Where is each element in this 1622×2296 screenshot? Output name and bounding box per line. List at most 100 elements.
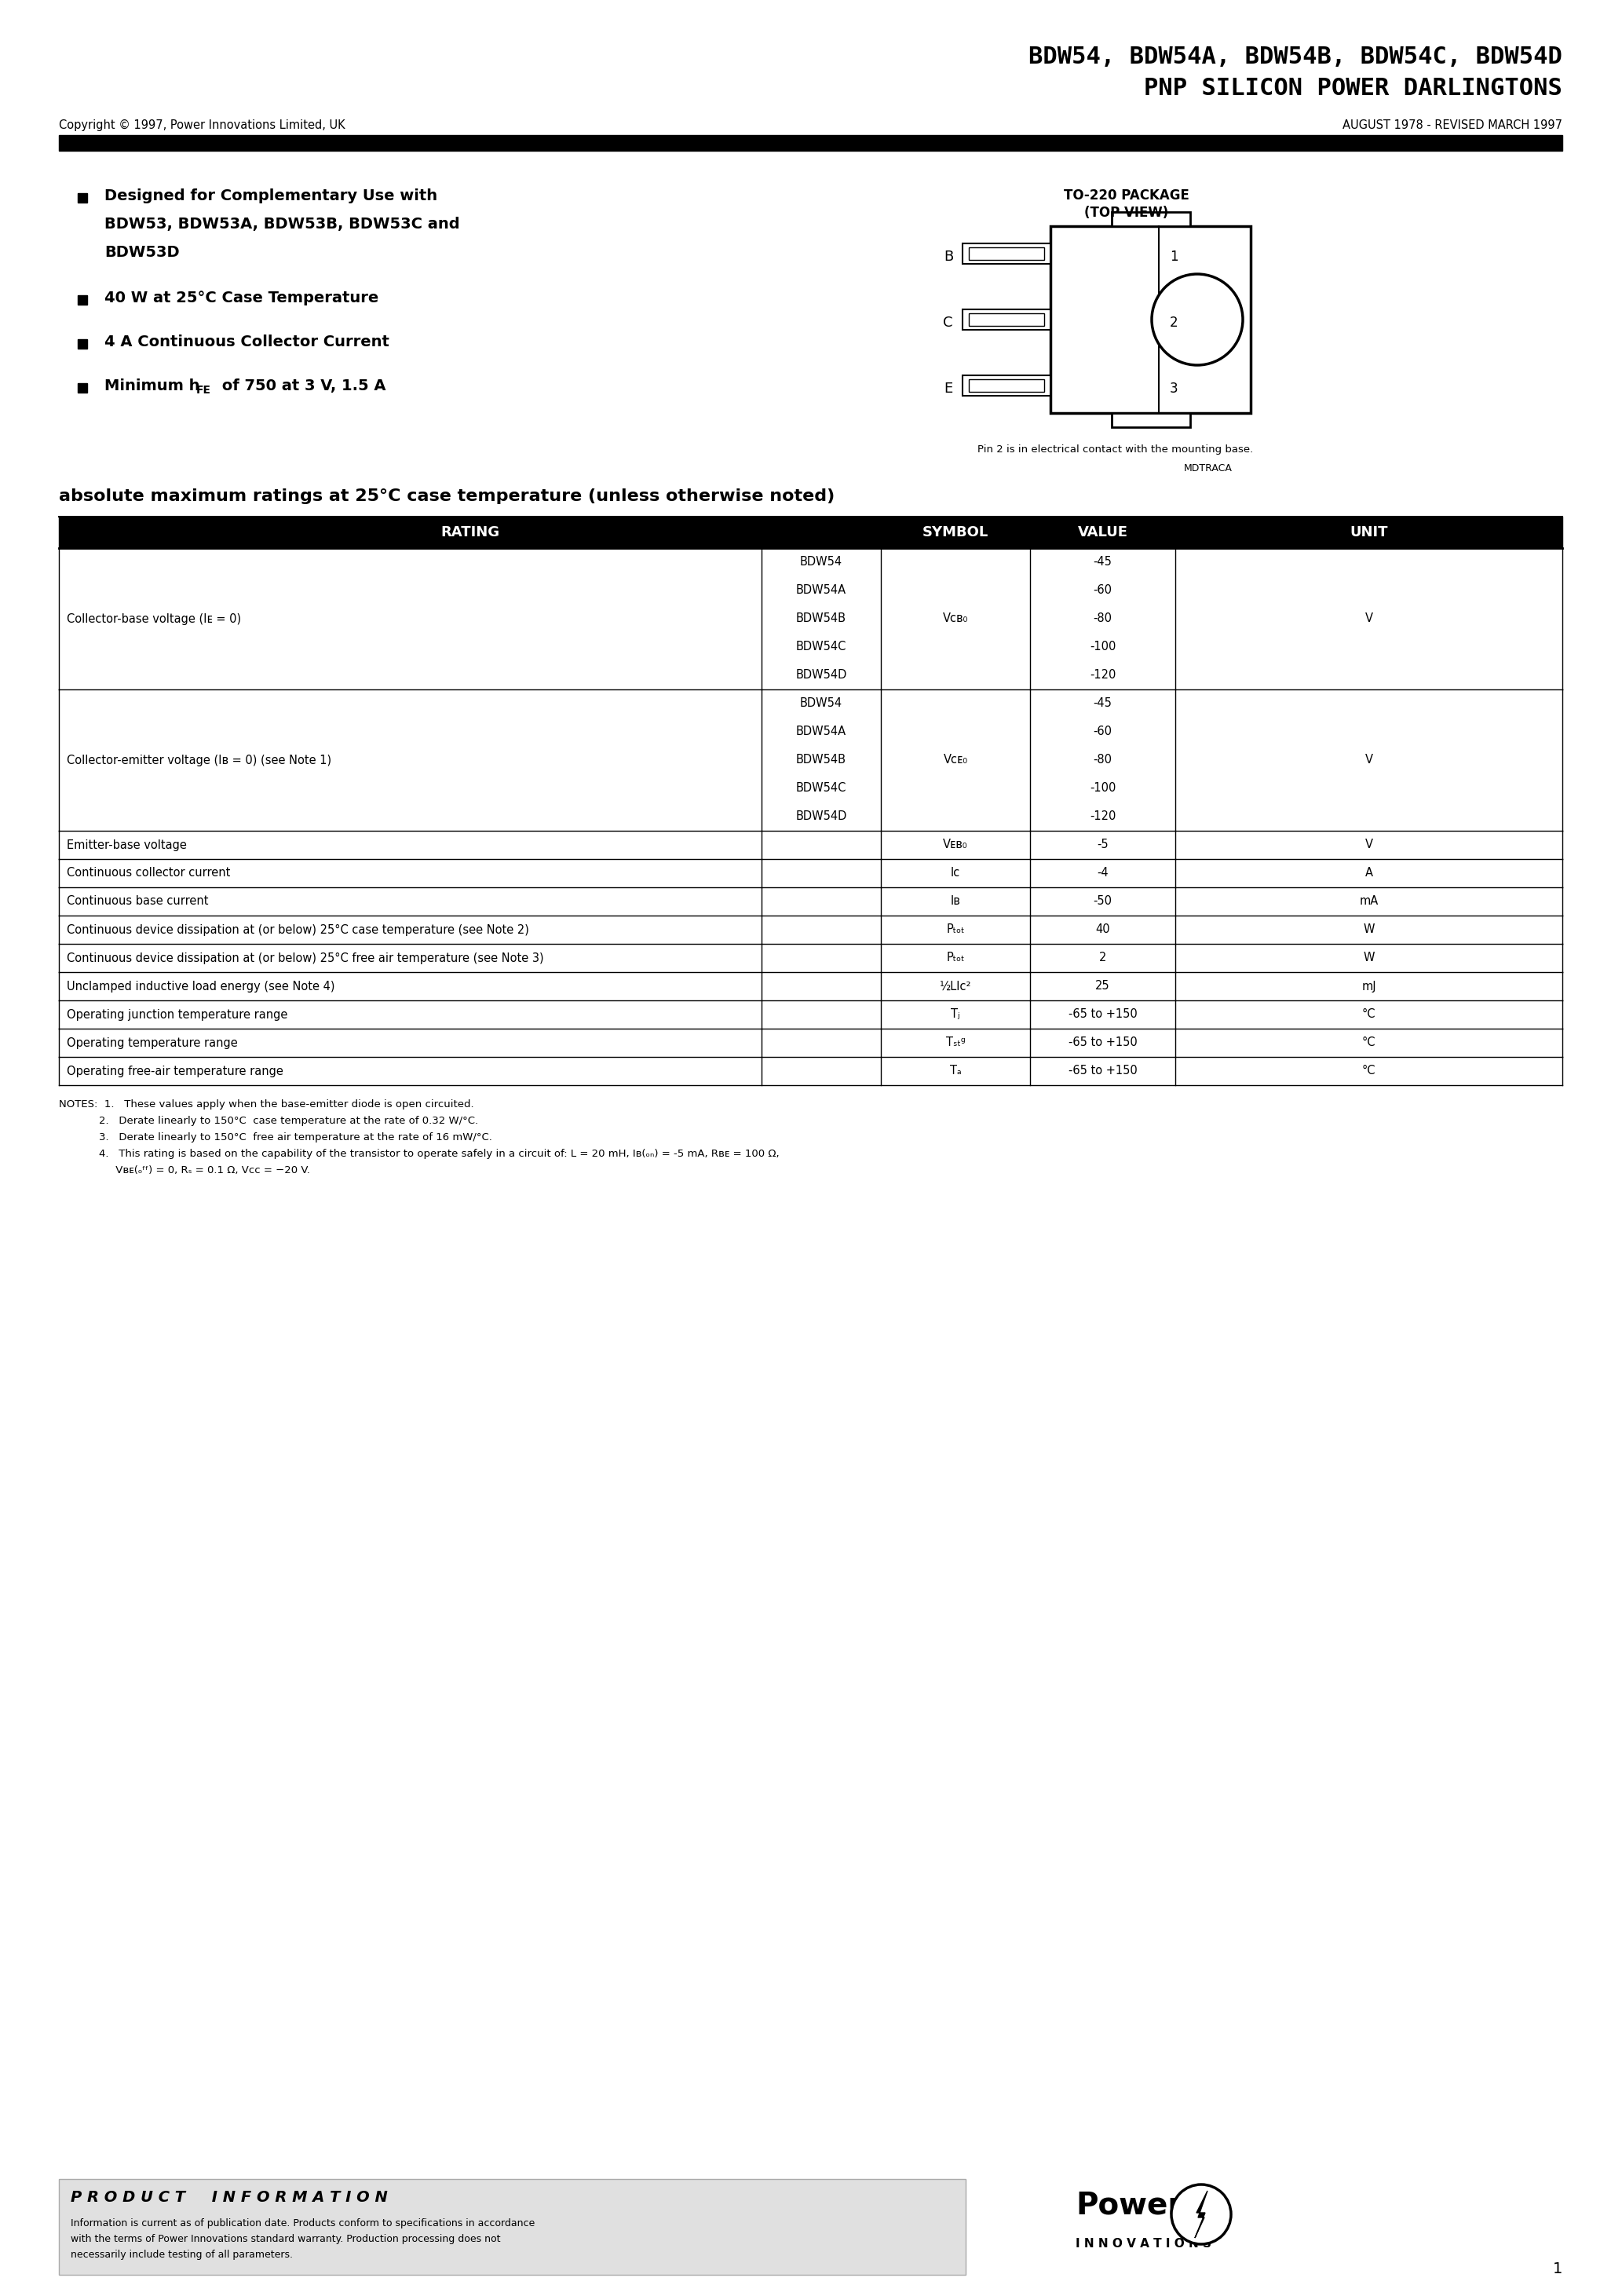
Text: C: C <box>944 315 954 331</box>
Bar <box>968 248 1045 259</box>
Text: -65 to +150: -65 to +150 <box>1069 1008 1137 1019</box>
Text: FE: FE <box>196 386 211 395</box>
Text: W: W <box>1362 923 1374 934</box>
Text: B: B <box>944 250 954 264</box>
Text: Vᴄᴇ₀: Vᴄᴇ₀ <box>944 753 968 767</box>
Text: V: V <box>1364 753 1372 767</box>
Circle shape <box>1152 273 1242 365</box>
Text: -65 to +150: -65 to +150 <box>1069 1065 1137 1077</box>
Text: Tₐ: Tₐ <box>950 1065 962 1077</box>
Text: BDW54: BDW54 <box>800 556 842 567</box>
Circle shape <box>1171 2183 1231 2243</box>
Text: MDTRACA: MDTRACA <box>1184 464 1233 473</box>
Text: UNIT: UNIT <box>1350 526 1388 540</box>
Text: Pₜₒₜ: Pₜₒₜ <box>946 923 965 934</box>
Text: BDW54D: BDW54D <box>795 810 847 822</box>
Text: Minimum h: Minimum h <box>104 379 200 393</box>
Bar <box>1051 225 1251 413</box>
Text: -65 to +150: -65 to +150 <box>1069 1038 1137 1049</box>
Text: -60: -60 <box>1093 585 1113 597</box>
Text: (TOP VIEW): (TOP VIEW) <box>1085 207 1169 220</box>
Text: -5: -5 <box>1096 838 1108 852</box>
Text: -50: -50 <box>1093 895 1113 907</box>
Text: BDW54: BDW54 <box>800 698 842 709</box>
Text: Iʙ: Iʙ <box>950 895 960 907</box>
Text: BDW54B: BDW54B <box>796 613 847 625</box>
Text: -80: -80 <box>1093 753 1113 767</box>
Text: 4.   This rating is based on the capability of the transistor to operate safely : 4. This rating is based on the capabilit… <box>58 1148 779 1159</box>
Text: mJ: mJ <box>1361 980 1375 992</box>
Text: 25: 25 <box>1095 980 1109 992</box>
Bar <box>1111 211 1191 225</box>
Bar <box>1111 413 1191 427</box>
Text: 40: 40 <box>1095 923 1109 934</box>
Bar <box>58 517 1562 549</box>
Polygon shape <box>1195 2190 1207 2239</box>
Text: Vᴇʙ₀: Vᴇʙ₀ <box>942 838 968 852</box>
Text: -4: -4 <box>1096 868 1108 879</box>
Text: mA: mA <box>1359 895 1379 907</box>
Text: AUGUST 1978 - REVISED MARCH 1997: AUGUST 1978 - REVISED MARCH 1997 <box>1343 119 1562 131</box>
Text: Power: Power <box>1075 2190 1182 2220</box>
Text: BDW54B: BDW54B <box>796 753 847 767</box>
Text: -45: -45 <box>1093 698 1113 709</box>
Text: Continuous device dissipation at (or below) 25°C free air temperature (see Note : Continuous device dissipation at (or bel… <box>67 953 543 964</box>
Text: VALUE: VALUE <box>1077 526 1127 540</box>
Text: Operating junction temperature range: Operating junction temperature range <box>67 1008 287 1019</box>
Text: BDW54D: BDW54D <box>795 670 847 682</box>
Text: 3: 3 <box>1169 381 1178 395</box>
Text: 4 A Continuous Collector Current: 4 A Continuous Collector Current <box>104 335 389 349</box>
Text: Continuous base current: Continuous base current <box>67 895 209 907</box>
Text: V: V <box>1364 838 1372 852</box>
Text: -80: -80 <box>1093 613 1113 625</box>
Bar <box>968 312 1045 326</box>
Text: -100: -100 <box>1090 641 1116 652</box>
Text: °C: °C <box>1362 1008 1375 1019</box>
Text: BDW54, BDW54A, BDW54B, BDW54C, BDW54D: BDW54, BDW54A, BDW54B, BDW54C, BDW54D <box>1028 46 1562 69</box>
Text: 2: 2 <box>1100 953 1106 964</box>
Text: SYMBOL: SYMBOL <box>923 526 988 540</box>
Text: Operating free-air temperature range: Operating free-air temperature range <box>67 1065 284 1077</box>
Text: Iᴄ: Iᴄ <box>950 868 960 879</box>
Text: 2: 2 <box>1169 315 1178 331</box>
Bar <box>58 135 1562 152</box>
Text: A: A <box>1364 868 1372 879</box>
Text: BDW54C: BDW54C <box>796 783 847 794</box>
Text: -45: -45 <box>1093 556 1113 567</box>
Text: BDW54A: BDW54A <box>796 585 847 597</box>
Text: ½LIᴄ²: ½LIᴄ² <box>939 980 972 992</box>
Text: with the terms of Power Innovations standard warranty. Production processing doe: with the terms of Power Innovations stan… <box>71 2234 501 2243</box>
Text: PNP SILICON POWER DARLINGTONS: PNP SILICON POWER DARLINGTONS <box>1144 78 1562 99</box>
Text: Pin 2 is in electrical contact with the mounting base.: Pin 2 is in electrical contact with the … <box>978 445 1254 455</box>
Text: Vʙᴇ(ₒᶠᶠ) = 0, Rₛ = 0.1 Ω, Vᴄᴄ = −20 V.: Vʙᴇ(ₒᶠᶠ) = 0, Rₛ = 0.1 Ω, Vᴄᴄ = −20 V. <box>58 1166 310 1176</box>
Text: Tₛₜᵍ: Tₛₜᵍ <box>946 1038 965 1049</box>
Text: RATING: RATING <box>441 526 500 540</box>
Text: E: E <box>944 381 954 395</box>
Text: Pₜₒₜ: Pₜₒₜ <box>946 953 965 964</box>
Text: Vᴄʙ₀: Vᴄʙ₀ <box>942 613 968 625</box>
Text: I N N O V A T I O N S: I N N O V A T I O N S <box>1075 2239 1212 2250</box>
Text: Emitter-base voltage: Emitter-base voltage <box>67 838 187 852</box>
Text: -60: -60 <box>1093 726 1113 737</box>
Text: TO-220 PACKAGE: TO-220 PACKAGE <box>1064 188 1189 202</box>
Bar <box>962 243 1051 264</box>
Text: °C: °C <box>1362 1065 1375 1077</box>
Text: 1: 1 <box>1169 250 1178 264</box>
Text: Continuous collector current: Continuous collector current <box>67 868 230 879</box>
Text: BDW53, BDW53A, BDW53B, BDW53C and: BDW53, BDW53A, BDW53B, BDW53C and <box>104 216 459 232</box>
Text: 40 W at 25°C Case Temperature: 40 W at 25°C Case Temperature <box>104 292 378 305</box>
Text: necessarily include testing of all parameters.: necessarily include testing of all param… <box>71 2250 294 2259</box>
Text: NOTES:  1.   These values apply when the base-emitter diode is open circuited.: NOTES: 1. These values apply when the ba… <box>58 1100 474 1109</box>
Text: W: W <box>1362 953 1374 964</box>
Text: 3.   Derate linearly to 150°C  free air temperature at the rate of 16 mW/°C.: 3. Derate linearly to 150°C free air tem… <box>58 1132 491 1143</box>
Text: absolute maximum ratings at 25°C case temperature (unless otherwise noted): absolute maximum ratings at 25°C case te… <box>58 489 835 505</box>
Text: Tⱼ: Tⱼ <box>950 1008 960 1019</box>
Text: Designed for Complementary Use with: Designed for Complementary Use with <box>104 188 438 204</box>
Text: -100: -100 <box>1090 783 1116 794</box>
Text: BDW53D: BDW53D <box>104 246 180 259</box>
Text: Information is current as of publication date. Products conform to specification: Information is current as of publication… <box>71 2218 535 2229</box>
Bar <box>962 310 1051 331</box>
Text: V: V <box>1364 613 1372 625</box>
Text: Operating temperature range: Operating temperature range <box>67 1038 238 1049</box>
Text: 2.   Derate linearly to 150°C  case temperature at the rate of 0.32 W/°C.: 2. Derate linearly to 150°C case tempera… <box>58 1116 478 1125</box>
